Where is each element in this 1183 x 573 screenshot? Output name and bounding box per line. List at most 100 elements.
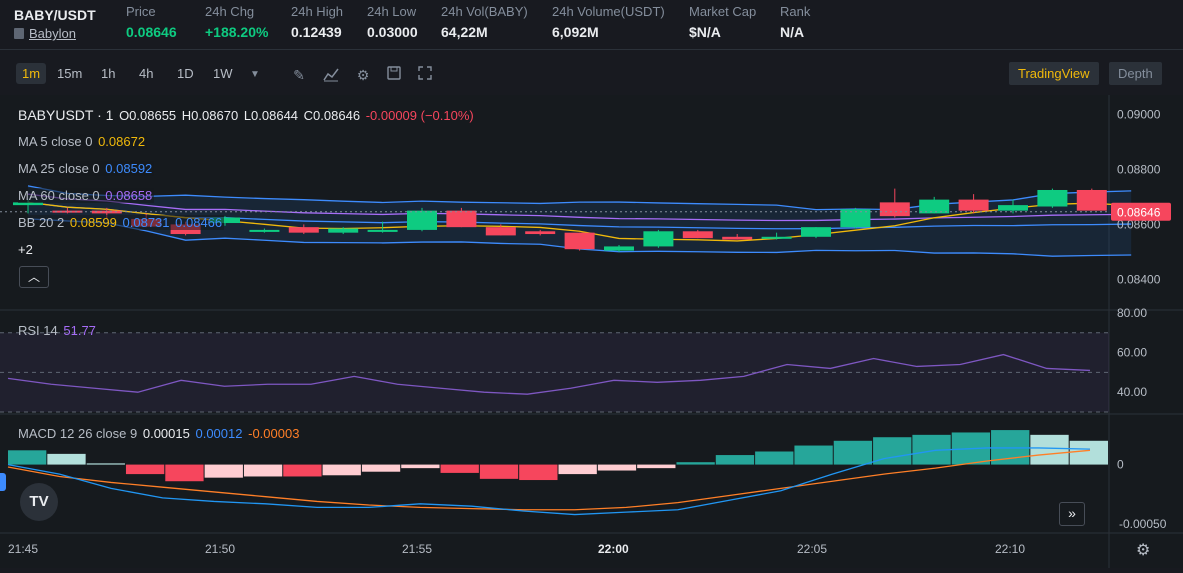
timeframe-1h[interactable]: 1h xyxy=(101,66,116,81)
pair-name: BABY/USDT xyxy=(14,7,96,23)
candle-body xyxy=(840,209,871,228)
rsi-label: RSI 14 xyxy=(18,323,58,338)
macd-histogram-bar xyxy=(125,464,165,475)
stat-rank: Rank N/A xyxy=(780,4,810,40)
settings-icon[interactable]: ⚙ xyxy=(356,67,370,83)
stat-24h-high: 24h High 0.12439 xyxy=(291,4,343,40)
candle-body xyxy=(367,229,398,232)
ma25-legend[interactable]: MA 25 close 0 0.08592 xyxy=(18,161,155,176)
candle-body xyxy=(1037,189,1068,207)
candle-body xyxy=(564,232,595,250)
price-tick-label: 0.09000 xyxy=(1117,107,1161,121)
time-tick-label: 21:45 xyxy=(8,542,38,556)
stat-value: 64,22M xyxy=(441,24,488,40)
indicator-icon[interactable] xyxy=(322,66,340,84)
tradingview-button[interactable]: TradingView xyxy=(1009,62,1099,85)
book-icon xyxy=(14,28,24,39)
bb-label: BB 20 2 xyxy=(18,215,65,230)
rsi-value: 51.77 xyxy=(63,323,96,338)
stat-label: Rank xyxy=(780,4,811,19)
time-tick-label: 21:50 xyxy=(205,542,235,556)
stat-label: 24h Vol(BABY) xyxy=(441,4,528,19)
fullscreen-icon[interactable] xyxy=(416,66,434,84)
macd-signal-line xyxy=(7,449,1091,511)
timeframe-1D[interactable]: 1D xyxy=(177,66,194,81)
stat-label: Market Cap xyxy=(689,4,757,19)
price-tick-label: 0.08400 xyxy=(1117,272,1161,286)
macd-histogram-bar xyxy=(676,462,715,465)
candle-body xyxy=(288,227,319,233)
candle-body xyxy=(328,228,359,233)
stat-value: 6,092M xyxy=(552,24,599,40)
macd-histogram-bar xyxy=(440,464,479,473)
timeframe-1W[interactable]: 1W xyxy=(213,66,233,81)
more-indicators[interactable]: +2 xyxy=(18,242,33,257)
chart-settings-icon[interactable]: ⚙ xyxy=(1136,542,1151,559)
ma60-legend[interactable]: MA 60 close 0 0.08658 xyxy=(18,188,155,203)
low-value: L0.08644 xyxy=(243,108,299,123)
rsi-legend: RSI 14 51.77 xyxy=(18,323,98,338)
time-tick-label: 22:00 xyxy=(598,542,629,556)
stat-label: Price xyxy=(126,4,156,19)
chart-toolbar: 1m 15m 1h 4h 1D 1W ▼ ✎ ⚙ xyxy=(0,58,1183,92)
candle-body xyxy=(761,236,792,239)
open-value: O0.08655 xyxy=(119,108,177,123)
candle-body xyxy=(682,231,713,239)
candle-body xyxy=(13,202,43,206)
macd-histogram-bar xyxy=(283,464,322,477)
stat-label: 24h Volume(USDT) xyxy=(552,4,665,19)
ma5-value: 0.08672 xyxy=(98,134,146,149)
macd-histogram-bar xyxy=(558,464,597,475)
bb-lower-value: 0.08466 xyxy=(175,215,223,230)
ma60-value: 0.08658 xyxy=(105,188,153,203)
ma5-legend[interactable]: MA 5 close 0 0.08672 xyxy=(18,134,148,149)
high-value: H0.08670 xyxy=(181,108,239,123)
pencil-icon[interactable]: ✎ xyxy=(293,67,305,83)
candle-body xyxy=(958,199,989,211)
rsi-tick-label: 80.00 xyxy=(1117,306,1147,320)
rsi-line xyxy=(7,353,1091,395)
candle-body xyxy=(919,199,950,214)
price-tick-label: 0.08600 xyxy=(1117,217,1161,231)
dropdown-icon[interactable]: ▼ xyxy=(250,69,260,80)
stat-label: 24h Chg xyxy=(205,4,255,19)
ma25-value: 0.08592 xyxy=(105,161,153,176)
rsi-tick-label: 60.00 xyxy=(1117,346,1147,360)
macd-histogram-bar xyxy=(715,455,755,465)
double-chevron-right-icon: » xyxy=(1068,505,1076,521)
macd-legend: MACD 12 26 close 9 0.00015 0.00012 -0.00… xyxy=(18,426,301,441)
bb-upper-value: 0.08731 xyxy=(122,215,170,230)
tradingview-logo[interactable]: TV xyxy=(20,483,58,521)
macd-histogram-bar xyxy=(401,464,440,469)
timeframe-1m[interactable]: 1m xyxy=(16,63,47,84)
current-price-tag xyxy=(1111,202,1171,221)
candle-body xyxy=(249,229,280,232)
stat-market-cap: Market Cap $N/A xyxy=(689,4,756,40)
project-link[interactable]: Babylon xyxy=(14,26,96,41)
macd-histogram-bar xyxy=(637,464,676,469)
macd-histogram-bar xyxy=(322,464,361,476)
candle-body xyxy=(801,227,831,237)
macd-histogram-bar xyxy=(479,464,519,479)
candle-body xyxy=(998,205,1028,211)
macd-histogram-bar xyxy=(1030,434,1069,465)
candle-body xyxy=(485,227,516,236)
symbol-block: BABY/USDT Babylon xyxy=(14,7,96,41)
ma60-label: MA 60 close 0 xyxy=(18,188,100,203)
save-icon[interactable] xyxy=(385,66,403,84)
chart-area[interactable]: 0.09000 0.08800 0.08600 0.08400 0.08646 80.00… xyxy=(0,95,1183,568)
scroll-to-realtime-button[interactable]: » xyxy=(1059,502,1085,526)
timeframe-15m[interactable]: 15m xyxy=(57,66,83,81)
bb-legend[interactable]: BB 20 2 0.08599 0.08731 0.08466 xyxy=(18,215,225,230)
macd-histogram-bar xyxy=(243,464,283,477)
project-name: Babylon xyxy=(29,26,76,41)
collapse-legend-button[interactable]: ︿ xyxy=(19,266,49,288)
macd-histogram-bar xyxy=(1069,440,1108,465)
depth-button[interactable]: Depth xyxy=(1109,62,1162,85)
scroll-handle[interactable] xyxy=(0,473,6,491)
macd-histogram-bar xyxy=(204,464,243,478)
macd-histogram-bar xyxy=(165,464,204,482)
chart-canvas[interactable]: 0.09000 0.08800 0.08600 0.08400 0.08646 80.00… xyxy=(0,95,1183,568)
timeframe-4h[interactable]: 4h xyxy=(139,66,154,81)
macd-histogram-bar xyxy=(597,464,637,471)
